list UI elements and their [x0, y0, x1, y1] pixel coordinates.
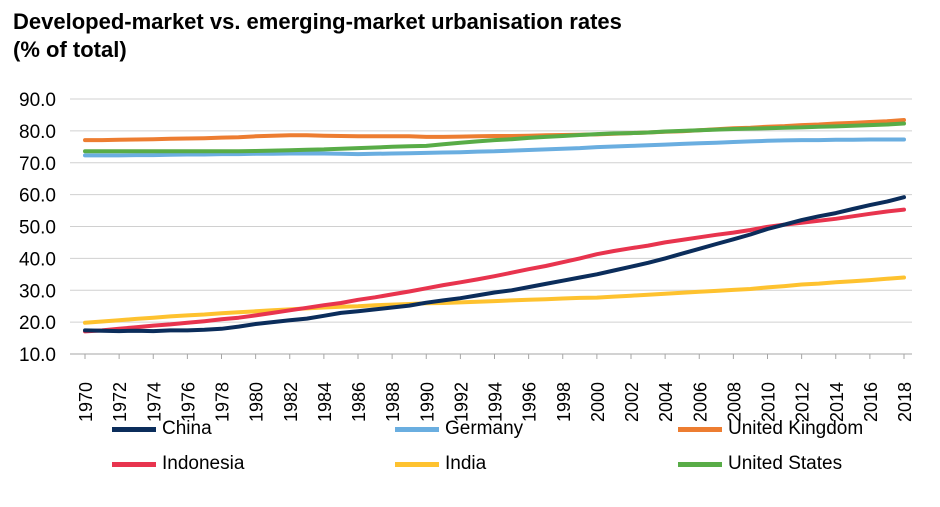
chart-title-line2: (% of total) [13, 37, 127, 62]
series-line-united-states [83, 121, 906, 154]
x-tick-label: 1982 [281, 382, 301, 422]
x-axis: 1970 1972 1974 1976 1978 1980 1982 1984 1986 1988… [76, 354, 915, 422]
y-tick-label: 60.0 [19, 186, 56, 207]
x-tick-label: 1970 [76, 382, 96, 422]
series-line-india [83, 275, 906, 325]
series-line-germany [83, 137, 906, 158]
series-line-indonesia [83, 207, 906, 334]
x-tick-label: 1988 [383, 382, 403, 422]
x-tick-label: 2008 [724, 382, 744, 422]
x-tick-label: 1974 [144, 382, 164, 422]
y-axis: 90.0 80.0 70.0 60.0 50.0 40.0 30.0 20.0 10.0 [19, 90, 56, 366]
y-tick-label: 40.0 [19, 249, 56, 270]
x-tick-label: 1996 [520, 382, 540, 422]
x-tick-label: 2012 [793, 382, 813, 422]
x-tick-label: 2016 [861, 382, 881, 422]
x-tick-label: 1984 [315, 382, 335, 422]
y-tick-label: 20.0 [19, 313, 56, 334]
chart-title-line1: Developed-market vs. emerging-market urb… [13, 9, 622, 34]
x-tick-label: 2006 [690, 382, 710, 422]
y-tick-label: 10.0 [19, 345, 56, 366]
x-tick-label: 2014 [827, 382, 847, 422]
x-tick-label: 1986 [349, 382, 369, 422]
x-tick-label: 1998 [554, 382, 574, 422]
x-tick-label: 1992 [451, 382, 471, 422]
y-tick-label: 70.0 [19, 154, 56, 175]
series-line-china [83, 195, 906, 334]
y-tick-label: 30.0 [19, 281, 56, 302]
x-tick-label: 1972 [110, 382, 130, 422]
series-lines [83, 118, 906, 334]
y-tick-label: 90.0 [19, 90, 56, 111]
y-tick-label: 50.0 [19, 218, 56, 239]
y-tick-label: 80.0 [19, 122, 56, 143]
x-tick-label: 1976 [178, 382, 198, 422]
x-tick-label: 2018 [895, 382, 915, 422]
x-tick-label: 1990 [417, 382, 437, 422]
series-line-united-kingdom [83, 118, 906, 143]
x-tick-label: 1980 [247, 382, 267, 422]
x-tick-label: 2002 [622, 382, 642, 422]
x-tick-label: 1994 [486, 382, 506, 422]
x-tick-label: 1978 [213, 382, 233, 422]
chart-title: Developed-market vs. emerging-market urb… [13, 8, 622, 64]
x-tick-label: 2004 [656, 382, 676, 422]
x-tick-label: 2000 [588, 382, 608, 422]
x-tick-label: 2010 [759, 382, 779, 422]
